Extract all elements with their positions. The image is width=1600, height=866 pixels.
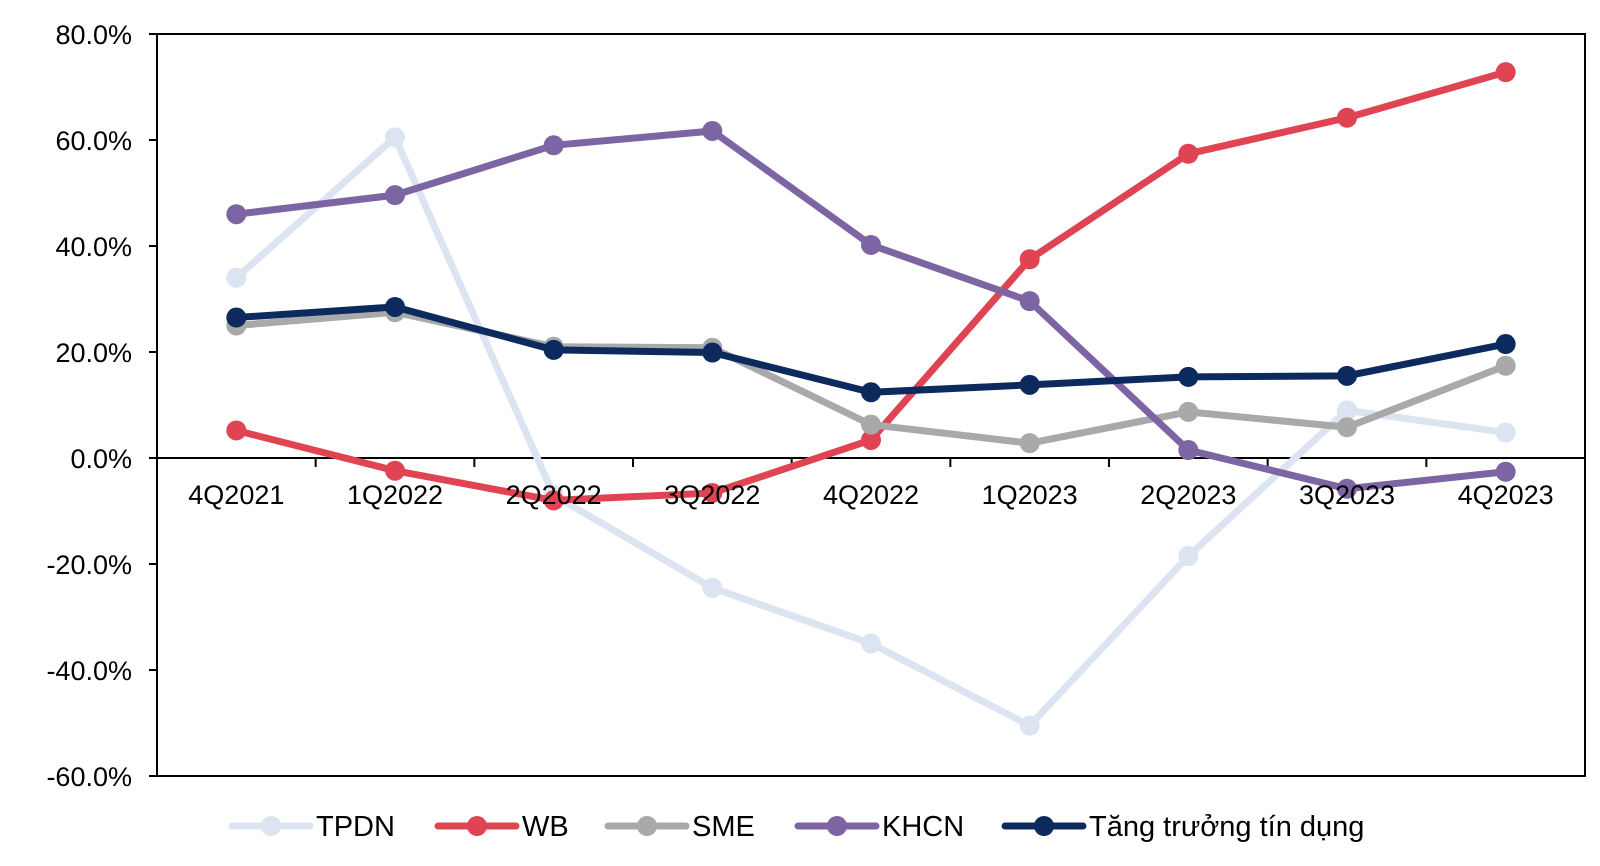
legend-item: SME [604,811,755,843]
y-axis: -60.0% -40.0% -20.0% 0.0% 20.0% 40.0% 60.0% 80.… [46,20,157,792]
data-point [226,307,247,328]
data-point [385,460,405,481]
data-point [543,135,564,156]
data-point [702,342,723,363]
x-tick-label: 1Q2022 [347,480,443,510]
series-4 [226,296,1516,403]
data-point [1495,461,1516,482]
y-tick-label: 20.0% [55,338,132,368]
y-tick-label: -60.0% [46,762,132,792]
data-point [1495,334,1516,355]
legend-label: Tăng trưởng tín dụng [1089,811,1364,843]
x-tick-label: 3Q2022 [664,480,760,510]
data-point [543,339,564,360]
x-tick-label: 2Q2022 [506,480,602,510]
data-point [702,482,723,503]
data-point [861,234,881,255]
data-point [1337,107,1357,128]
data-point [861,414,881,435]
y-tick-label: 0.0% [70,444,132,474]
series-1 [226,62,1516,511]
data-point [385,127,405,148]
legend-item: TPDN [228,811,395,843]
data-point [1337,417,1357,438]
data-point [1495,62,1516,83]
data-point [385,296,405,317]
data-point [1178,440,1199,461]
y-tick-label: 60.0% [55,126,132,156]
x-tick-label: 1Q2023 [982,480,1078,510]
x-tick-label: 3Q2023 [1299,480,1395,510]
data-point [1019,433,1040,454]
legend-label: KHCN [882,811,964,843]
x-tick-label: 2Q2023 [1140,480,1236,510]
legend-marker [827,816,847,836]
plot-area-frame [156,33,1586,777]
data-point [1178,401,1199,422]
y-tick-label: -20.0% [46,550,132,580]
legend-label: WB [522,811,569,843]
series-group [226,62,1516,736]
legend-marker [467,816,487,836]
data-point [1178,366,1199,387]
data-point [1337,400,1357,421]
data-point [226,267,247,288]
data-point [861,382,881,403]
legend-item: WB [434,811,569,843]
data-point [543,490,564,511]
data-point [1495,355,1516,376]
data-point [1019,715,1040,736]
legend-item: KHCN [794,811,964,843]
data-point [1019,291,1040,312]
data-point [861,633,881,654]
data-point [1178,143,1199,164]
x-tick-label: 4Q2023 [1458,480,1554,510]
data-point [226,204,247,225]
data-point [385,185,405,206]
x-tick-labels: 4Q2021 1Q2022 2Q2022 3Q2022 4Q2022 1Q2023 2Q20… [188,480,1553,510]
data-point [1495,422,1516,443]
x-tick-label: 4Q2021 [188,480,284,510]
legend-item: Tăng trưởng tín dụng [1001,811,1364,843]
legend-marker [637,816,657,836]
data-point [1019,249,1040,270]
legend-marker [261,816,281,836]
data-point [1337,365,1357,386]
data-point [1178,546,1199,567]
data-point [226,420,247,441]
y-tick-label: -40.0% [46,656,132,686]
data-point [861,429,881,450]
y-tick-label: 40.0% [55,232,132,262]
legend-label: TPDN [316,811,395,843]
data-point [1337,478,1357,499]
legend: TPDN WB SME KHCN Tăng trưởng tín dụng [228,811,1364,843]
data-point [1019,374,1040,395]
y-tick-label: 80.0% [55,20,132,50]
legend-marker [1034,816,1054,836]
legend-label: SME [692,811,755,843]
data-point [702,577,723,598]
x-tick-label: 4Q2022 [823,480,919,510]
data-point [702,120,723,141]
series-3 [226,120,1516,499]
